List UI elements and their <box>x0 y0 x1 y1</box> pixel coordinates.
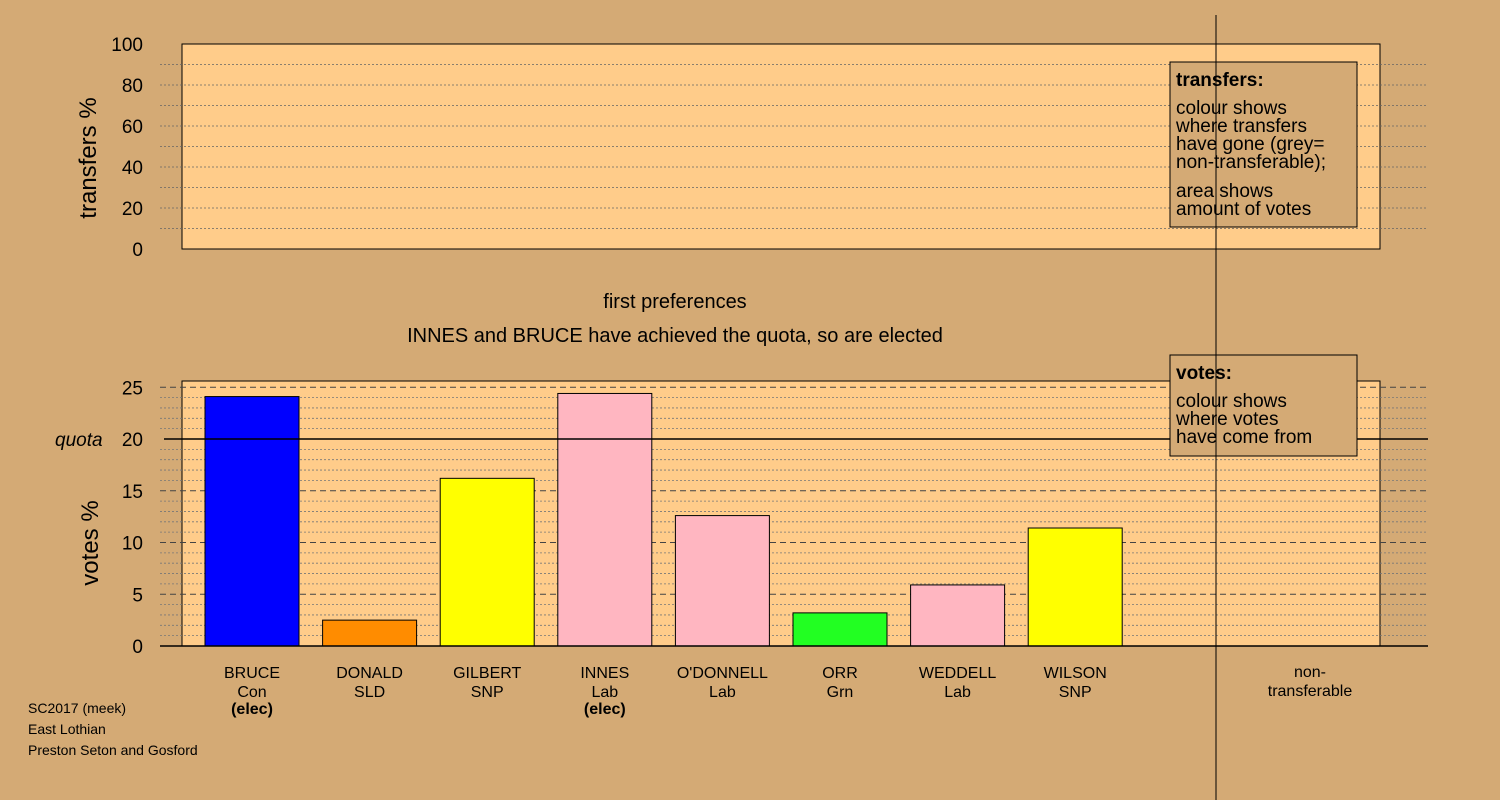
transfers-axis-title: transfers % <box>75 97 102 218</box>
candidate-name-label: WEDDELL <box>919 665 996 682</box>
transfers-tick-label: 60 <box>122 117 143 138</box>
bar-donald <box>322 619 418 647</box>
candidate-name-label: WILSON <box>1044 665 1107 682</box>
transfers-tick-label: 100 <box>111 35 143 56</box>
status-message: INNES and BRUCE have achieved the quota,… <box>407 325 943 347</box>
bar-bruce <box>204 396 300 647</box>
candidate-party-label: Lab <box>709 684 736 701</box>
transfers-legend-line-2: where transfers <box>1175 116 1307 137</box>
bar-innes <box>557 392 653 647</box>
transfers-legend-line-3: have gone (grey= <box>1176 134 1324 155</box>
candidate-name-label: O'DONNELL <box>677 665 768 682</box>
bar-orr <box>792 612 888 647</box>
bar-weddell <box>910 584 1006 647</box>
votes-legend-box <box>1169 354 1358 457</box>
candidate-party-label: Con <box>237 684 266 701</box>
transfers-legend-line-1: colour shows <box>1176 98 1287 119</box>
votes-legend: votes: colour shows where votes have com… <box>1169 354 1358 457</box>
votes-tick-label: 20 <box>122 430 143 451</box>
transfers-tick-label: 40 <box>122 158 143 179</box>
bar-gilbert <box>439 477 535 647</box>
candidate-party-label: SNP <box>1059 684 1092 701</box>
transfers-legend-box <box>1169 61 1358 228</box>
candidate-party-label: Grn <box>827 684 854 701</box>
quota-label: quota <box>55 430 103 451</box>
candidate-party-label: SLD <box>354 684 385 701</box>
votes-legend-title: votes: <box>1176 363 1232 384</box>
bar-odonnell <box>674 515 770 647</box>
votes-tick-label: 5 <box>132 585 143 606</box>
candidate-name-label: DONALD <box>336 665 403 682</box>
candidate-name-label: GILBERT <box>453 665 521 682</box>
transfers-panel: 0 20 40 60 80 100 transfers % transfers: colo… <box>75 35 1428 261</box>
vote-bars <box>204 392 1123 647</box>
footer-line-2: East Lothian <box>28 721 106 737</box>
votes-tick-label: 25 <box>122 378 143 399</box>
votes-axis-title: votes % <box>77 500 104 585</box>
non-transferable-label-line-2: transferable <box>1268 683 1353 700</box>
candidate-labels: BRUCECon(elec)DONALDSLDGILBERTSNPINNESLa… <box>224 665 1107 718</box>
candidate-party-label: Lab <box>591 684 618 701</box>
round-title: first preferences <box>603 291 746 313</box>
transfers-legend-title: transfers: <box>1176 70 1264 91</box>
votes-tick-label: 15 <box>122 482 143 503</box>
transfers-tick-labels: 0 20 40 60 80 100 <box>111 35 143 261</box>
candidate-party-label: Lab <box>944 684 971 701</box>
votes-legend-line-3: have come from <box>1176 427 1312 448</box>
footer-line-1: SC2017 (meek) <box>28 700 126 716</box>
votes-legend-line-2: where votes <box>1175 409 1278 430</box>
transfers-tick-label: 0 <box>132 240 143 261</box>
transfers-legend: transfers: colour shows where transfers … <box>1169 61 1358 228</box>
votes-tick-label: 10 <box>122 534 143 555</box>
candidate-party-label: SNP <box>471 684 504 701</box>
candidate-name-label: ORR <box>822 665 858 682</box>
votes-tick-label: 0 <box>132 637 143 658</box>
bar-wilson <box>1027 527 1123 647</box>
transfers-legend-line-6: amount of votes <box>1176 199 1311 220</box>
transfers-legend-line-4: non-transferable); <box>1176 152 1326 173</box>
transfers-tick-label: 80 <box>122 76 143 97</box>
transfers-legend-line-5: area shows <box>1176 181 1273 202</box>
votes-tick-labels: 0 5 10 15 20 25 <box>122 378 143 658</box>
transfers-tick-label: 20 <box>122 199 143 220</box>
candidate-name-label: BRUCE <box>224 665 280 682</box>
elected-mark: (elec) <box>584 701 626 718</box>
votes-legend-line-1: colour shows <box>1176 391 1287 412</box>
elected-mark: (elec) <box>231 701 273 718</box>
footer-line-3: Preston Seton and Gosford <box>28 742 198 758</box>
non-transferable-label-line-1: non- <box>1294 664 1326 681</box>
candidate-name-label: INNES <box>580 665 629 682</box>
